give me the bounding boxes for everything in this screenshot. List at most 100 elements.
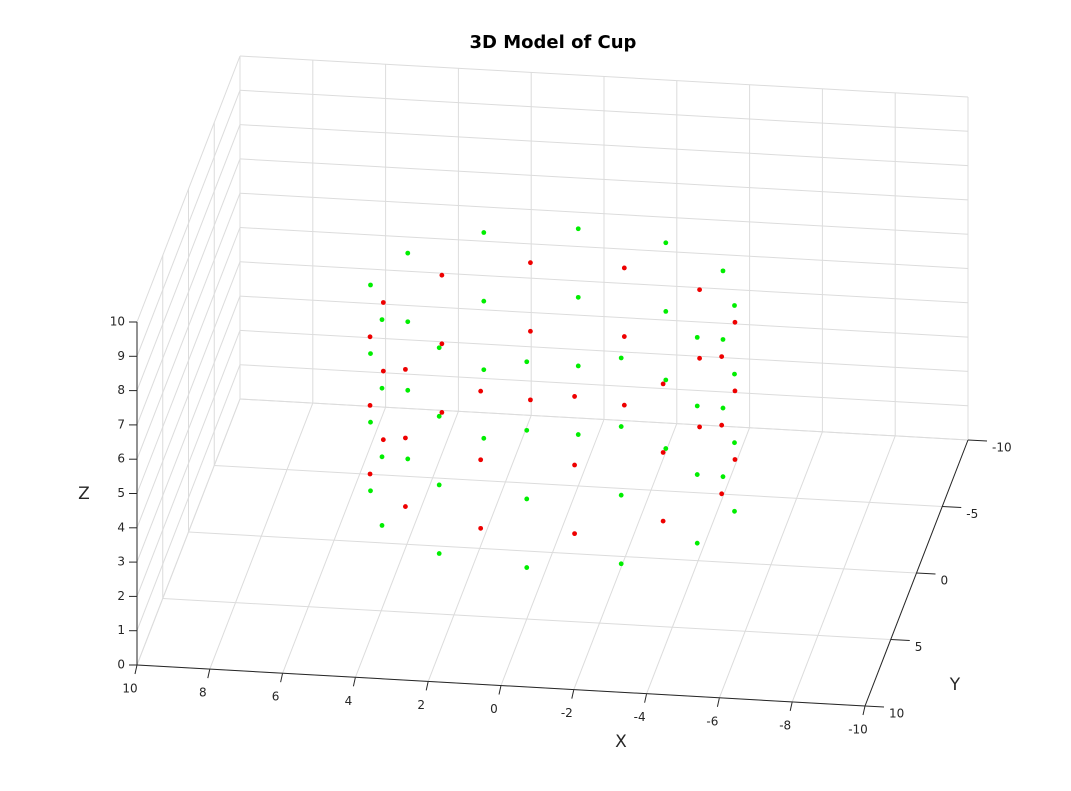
- point: [732, 440, 737, 446]
- point: [528, 260, 533, 266]
- point: [694, 334, 700, 340]
- point: [405, 387, 411, 393]
- z-tick-label: 6: [117, 452, 125, 466]
- z-tick-label: 2: [117, 589, 125, 603]
- point: [379, 317, 385, 323]
- point: [572, 462, 577, 468]
- point: [380, 368, 386, 374]
- point: [618, 492, 624, 498]
- y-axis: [864, 439, 969, 707]
- x-tick-label: 6: [272, 690, 280, 704]
- point: [524, 496, 530, 502]
- point: [439, 272, 445, 278]
- y-tick: [864, 705, 885, 708]
- point: [732, 303, 737, 308]
- grid-line: [188, 531, 917, 574]
- y-tick: [967, 439, 988, 442]
- z-tick-label: 5: [117, 486, 125, 500]
- point: [621, 265, 627, 271]
- point: [663, 377, 669, 383]
- grid-line: [239, 261, 969, 304]
- point: [481, 367, 487, 373]
- point: [663, 240, 669, 246]
- point: [367, 334, 373, 340]
- y-tick-label: 10: [889, 707, 904, 721]
- point: [403, 435, 408, 441]
- point: [720, 405, 726, 411]
- grid-line: [239, 158, 969, 201]
- point: [368, 488, 373, 494]
- grid-line: [136, 330, 241, 597]
- point: [572, 531, 577, 537]
- z-tick-label: 3: [117, 555, 125, 569]
- point: [524, 565, 530, 570]
- point: [720, 268, 726, 274]
- point: [436, 345, 442, 351]
- grid-line: [239, 295, 969, 338]
- y-tick: [890, 639, 910, 641]
- x-tick-label: -4: [634, 710, 646, 724]
- point: [697, 355, 702, 361]
- x-tick-label: 8: [199, 686, 207, 700]
- point: [403, 366, 408, 372]
- point: [618, 424, 624, 429]
- y-tick-label: -10: [992, 441, 1012, 455]
- point: [368, 351, 373, 356]
- point: [572, 394, 577, 399]
- grid-line: [162, 598, 891, 640]
- grid-line: [136, 158, 241, 426]
- x-tick: [134, 664, 138, 675]
- grid-line: [239, 192, 969, 235]
- point: [720, 474, 726, 480]
- point: [732, 457, 738, 462]
- point: [621, 402, 627, 408]
- x-tick: [425, 681, 429, 691]
- point: [528, 328, 533, 334]
- z-tick-label: 7: [117, 417, 125, 431]
- x-tick-label: 0: [490, 702, 498, 716]
- z-axis-label: Z: [78, 484, 90, 504]
- point: [575, 294, 581, 300]
- grid-line: [136, 364, 241, 631]
- point: [618, 561, 624, 567]
- x-tick-label: 4: [345, 694, 353, 708]
- x-tick: [789, 701, 793, 712]
- point: [403, 504, 408, 509]
- grid-line: [136, 295, 241, 563]
- x-tick: [498, 685, 502, 695]
- x-tick: [862, 705, 866, 716]
- grid-line: [136, 398, 241, 666]
- point: [379, 523, 385, 528]
- point: [368, 419, 373, 425]
- x-tick-label: -10: [848, 723, 868, 737]
- point: [439, 410, 445, 415]
- z-tick-label: 4: [117, 520, 125, 534]
- point: [732, 508, 737, 514]
- point: [478, 457, 484, 463]
- grid-line: [239, 124, 969, 167]
- point: [481, 435, 487, 441]
- point: [660, 450, 666, 455]
- x-tick-label: -8: [779, 718, 791, 732]
- point: [524, 359, 530, 365]
- x-tick: [352, 677, 356, 687]
- point: [663, 446, 669, 451]
- y-tick-label: 0: [941, 574, 949, 588]
- point: [719, 354, 725, 360]
- point: [732, 388, 738, 394]
- grid-line: [214, 465, 943, 507]
- point: [575, 226, 581, 232]
- y-tick-label: -5: [966, 507, 978, 521]
- grid-line: [239, 364, 969, 407]
- point: [367, 471, 373, 477]
- x-tick-label: -2: [561, 706, 573, 720]
- point: [367, 403, 373, 408]
- point: [436, 482, 442, 488]
- x-tick-label: 10: [122, 682, 137, 696]
- point: [439, 341, 445, 347]
- point: [380, 437, 386, 443]
- point: [660, 518, 666, 524]
- grid-line: [136, 55, 241, 323]
- x-tick-label: 2: [417, 698, 425, 712]
